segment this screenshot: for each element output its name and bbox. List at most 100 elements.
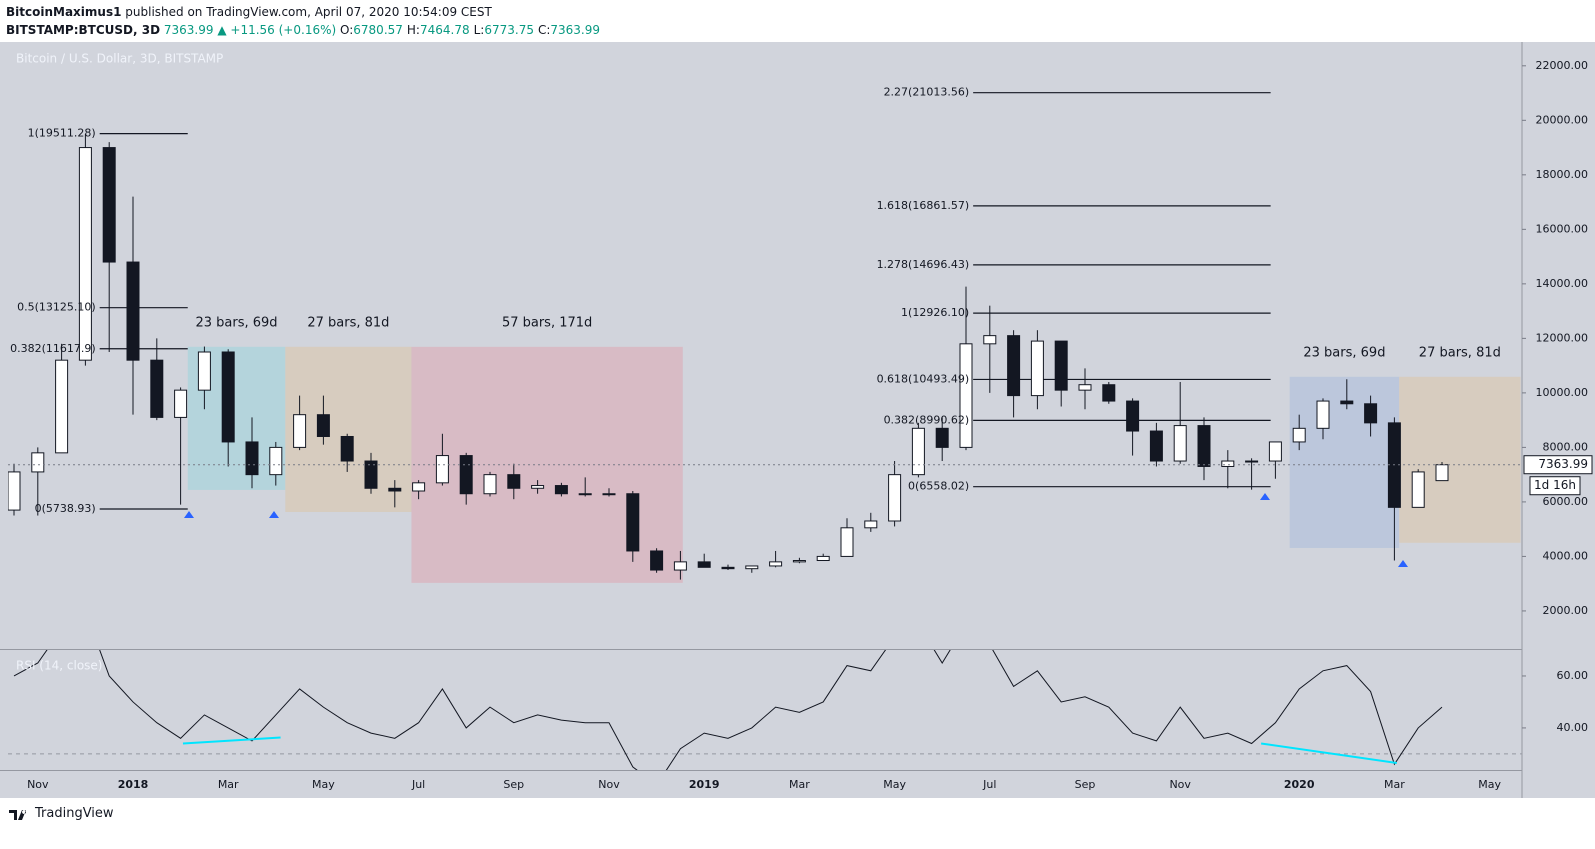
ohlc-value: 7464.78	[419, 23, 470, 37]
y-tick-label: 22000.00	[1536, 59, 1589, 72]
candle-body	[1268, 441, 1282, 462]
candle-body	[745, 565, 759, 570]
published: published on TradingView.com, April 07, …	[125, 5, 492, 19]
change: +11.56 (+0.16%)	[230, 23, 337, 37]
candle-body	[1197, 425, 1211, 467]
candle-body	[578, 493, 592, 496]
candle-body	[721, 566, 735, 570]
candle-body	[531, 485, 545, 489]
x-tick-label: May	[312, 778, 335, 791]
candle-body	[1173, 425, 1187, 462]
quote-line: BITSTAMP:BTCUSD, 3D 7363.99 ▲ +11.56 (+0…	[6, 21, 604, 39]
y-tick-label: 12000.00	[1536, 331, 1589, 344]
countdown-text: 1d 16h	[1534, 478, 1576, 492]
candle-body	[340, 435, 354, 462]
price-badge	[1523, 455, 1593, 475]
x-tick-label: Nov	[27, 778, 49, 791]
x-tick-label: Mar	[1384, 778, 1405, 791]
candle-body	[221, 351, 235, 443]
x-tick-label: 2019	[689, 778, 720, 791]
x-tick-label: Sep	[503, 778, 524, 791]
candle-body	[983, 335, 997, 345]
footer: TradingView	[8, 806, 114, 821]
candle-body	[269, 446, 283, 476]
candle-body	[483, 474, 497, 495]
y-tick-label: 18000.00	[1536, 168, 1589, 181]
candle-body	[1435, 464, 1449, 482]
candle-body	[959, 343, 973, 448]
rsi-line	[13, 650, 1443, 770]
candle-body	[1316, 400, 1330, 429]
y-tick-label: 20000.00	[1536, 113, 1589, 126]
range-label: 27 bars, 81d	[307, 315, 389, 330]
rsi-label: RSI (14, close)	[16, 659, 102, 673]
candle-body	[911, 427, 925, 476]
range-box	[1399, 376, 1521, 543]
candle-body	[174, 389, 188, 418]
candle-body	[412, 482, 426, 492]
x-tick-label: May	[883, 778, 906, 791]
candle-body	[1102, 384, 1116, 402]
candle-body	[388, 487, 402, 492]
header: BitcoinMaximus1 published on TradingView…	[6, 3, 604, 39]
y-tick-label: 16000.00	[1536, 222, 1589, 235]
ohlc-label: C:	[537, 23, 551, 37]
fib-label: 0(5738.93)	[35, 502, 96, 515]
candle-body	[150, 359, 164, 418]
candle-body	[459, 455, 473, 495]
candle-body	[245, 441, 259, 476]
range-box	[1289, 376, 1400, 548]
candle-body	[935, 427, 949, 448]
range-label: 23 bars, 69d	[1303, 345, 1385, 360]
candle-body	[31, 452, 45, 473]
author: BitcoinMaximus1	[6, 5, 122, 19]
arrow: ▲	[217, 23, 227, 37]
candle-body	[197, 351, 211, 391]
chart-title: Bitcoin / U.S. Dollar, 3D, BITSTAMP	[16, 52, 223, 66]
candle-body	[650, 550, 664, 571]
symbol: BITSTAMP:BTCUSD, 3D	[6, 23, 161, 37]
candle-body	[626, 493, 640, 552]
candle-body	[78, 147, 92, 361]
x-tick-label: Jul	[982, 778, 996, 791]
candle-body	[1007, 335, 1021, 397]
ohlc-label: H:	[406, 23, 420, 37]
y-tick-label: 4000.00	[1543, 549, 1589, 562]
candle-body	[364, 460, 378, 489]
low-marker	[1398, 560, 1408, 567]
candle-body	[8, 471, 21, 511]
divergence-line	[182, 736, 281, 745]
candle-body	[1364, 403, 1378, 424]
price-badge-text: 7363.99	[1538, 457, 1588, 471]
price-pane	[8, 92, 1522, 583]
candle-body	[316, 414, 330, 437]
candle-body	[1054, 340, 1068, 391]
candle-body	[769, 561, 783, 567]
candle-body	[1245, 460, 1259, 463]
y-tick-label: 6000.00	[1543, 495, 1589, 508]
candle-body	[602, 493, 616, 496]
rsi-y-tick-label: 40.00	[1557, 721, 1589, 734]
fib-label: 1.278(14696.43)	[877, 258, 970, 271]
y-tick-label: 14000.00	[1536, 277, 1589, 290]
ohlc-value: 7363.99	[550, 23, 601, 37]
candle-body	[1292, 427, 1306, 443]
rsi-pane	[8, 650, 1522, 770]
x-tick-label: Mar	[789, 778, 810, 791]
candle-body	[1221, 460, 1235, 467]
candle-body	[816, 555, 830, 562]
candle-body	[864, 520, 878, 529]
rsi-y-tick-label: 60.00	[1557, 669, 1589, 682]
ohlc-label: L:	[473, 23, 485, 37]
fib-label: 1.618(16861.57)	[877, 199, 970, 212]
fib-label: 1(12926.10)	[901, 306, 969, 319]
low-marker	[1260, 493, 1270, 500]
candle-body	[1149, 430, 1163, 462]
x-tick-label: Jul	[411, 778, 425, 791]
publish-line: BitcoinMaximus1 published on TradingView…	[6, 3, 604, 21]
x-tick-label: Nov	[598, 778, 620, 791]
ohlc: O:6780.57 H:7464.78 L:6773.75 C:7363.99	[340, 23, 604, 37]
ohlc-value: 6780.57	[353, 23, 403, 37]
x-tick-label: Sep	[1075, 778, 1096, 791]
